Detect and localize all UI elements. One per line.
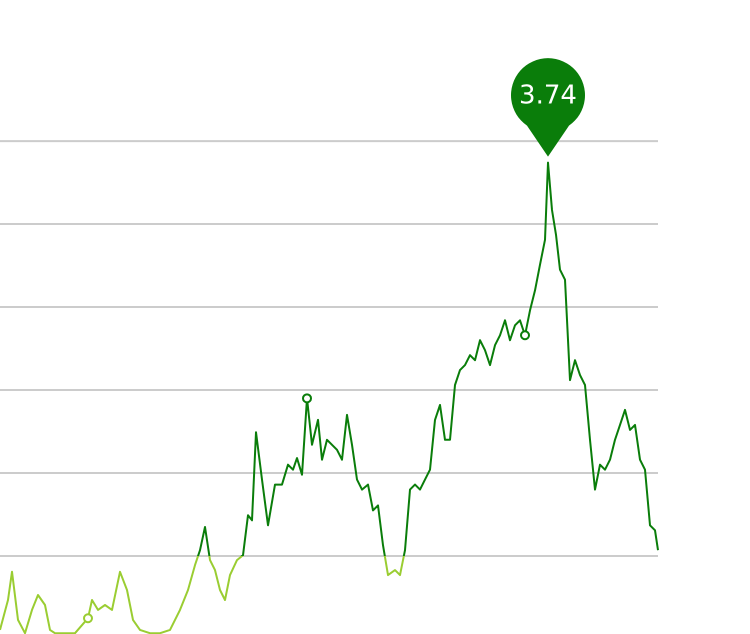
point-marker bbox=[302, 393, 312, 404]
line bbox=[0, 161, 659, 634]
annotation-pin bbox=[511, 58, 586, 157]
peak-annotation: 3.74 bbox=[511, 58, 586, 157]
annotation-label: 3.74 bbox=[519, 81, 577, 111]
point-marker bbox=[520, 330, 530, 341]
point-marker bbox=[83, 613, 93, 624]
